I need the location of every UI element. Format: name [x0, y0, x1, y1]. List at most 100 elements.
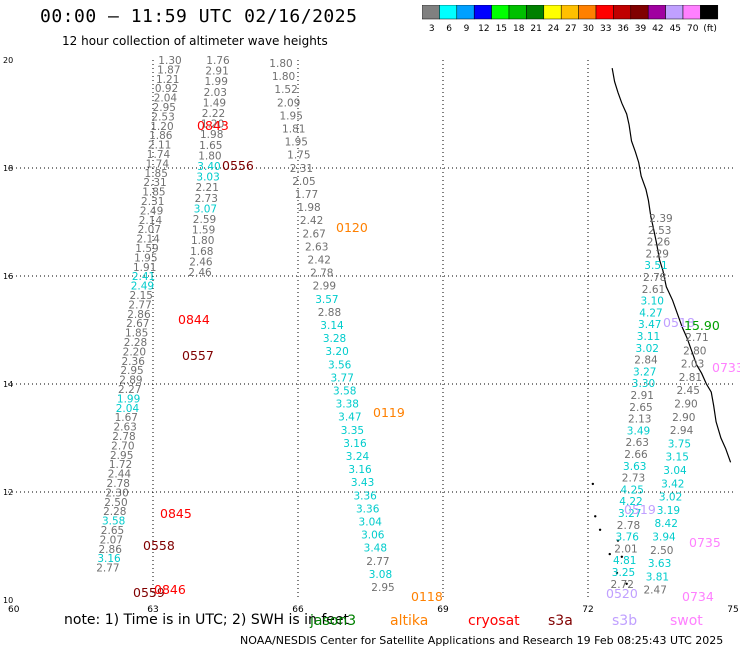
wave-height-label: 3.43 [351, 477, 374, 489]
wave-height-label: 3.04 [359, 517, 383, 529]
wave-height-label: 3.75 [668, 438, 691, 450]
wave-height-label: 3.47 [338, 412, 361, 424]
track-east-b: 2.712.802.032.812.452.902.902.943.753.15… [644, 332, 709, 597]
island-dot [625, 582, 628, 585]
wave-height-label: 3.10 [641, 296, 664, 308]
wave-height-label: 2.65 [101, 525, 124, 537]
y-tick-label: 18 [3, 164, 13, 173]
wave-height-label: 2.28 [103, 506, 126, 518]
wave-height-label: 1.77 [295, 189, 318, 201]
wave-height-label: 3.36 [356, 503, 380, 515]
wave-height-label: 2.86 [127, 309, 151, 321]
scale-swatch [700, 5, 719, 20]
wave-height-label: 3.16 [343, 438, 367, 450]
wave-height-label: 1.85 [125, 328, 148, 340]
wave-height-label: 2.95 [153, 102, 176, 114]
wave-height-label: 2.81 [679, 372, 702, 384]
wave-height-label: 2.61 [642, 284, 665, 296]
wave-height-label: 1.59 [135, 243, 158, 255]
wave-height-label: 2.03 [681, 359, 704, 371]
x-tick-label: 63 [147, 605, 158, 615]
wave-height-label: 3.16 [348, 464, 372, 476]
wave-height-label: 2.99 [313, 281, 336, 293]
wave-height-label: 3.94 [652, 532, 676, 544]
wave-height-label: 3.24 [346, 451, 370, 463]
scale-label: 45 [670, 24, 681, 34]
wave-height-label: 2.78 [617, 520, 640, 532]
wave-height-label: 1.95 [134, 252, 157, 264]
wave-height-label: 3.02 [659, 492, 682, 504]
footer-credit: NOAA/NESDIS Center for Satellite Applica… [240, 634, 724, 647]
coastline [611, 67, 732, 463]
wave-height-label: 2.42 [308, 255, 331, 267]
wave-height-label: 2.44 [108, 469, 132, 481]
wave-height-label: 2.50 [104, 497, 127, 509]
scale-label: 9 [464, 24, 470, 34]
island-dot [598, 528, 602, 531]
x-tick-label: 60 [8, 605, 20, 615]
wave-height-label: 2.03 [204, 87, 227, 99]
pass-time-label: 0558 [143, 538, 175, 553]
y-tick-label: 14 [3, 380, 13, 389]
wave-height-label: 2.65 [629, 402, 652, 414]
wave-height-label: 2.86 [99, 544, 123, 556]
wave-height-label: 3.19 [657, 505, 680, 517]
wave-height-label: 1.21 [156, 74, 179, 86]
pass-time-label: 0735 [689, 535, 721, 550]
scale-label: 12 [478, 24, 489, 34]
wave-height-label: 3.81 [646, 571, 669, 583]
wave-height-label: 2.07 [100, 534, 123, 546]
wave-height-label: 2.13 [628, 414, 651, 426]
y-tick-label: 16 [3, 272, 13, 281]
wave-height-label: 3.27 [618, 508, 641, 520]
wave-height-label: 2.29 [646, 248, 669, 260]
wave-height-label: 1.30 [158, 55, 181, 67]
wave-height-label: 4.27 [639, 307, 662, 319]
wave-height-label: 3.04 [663, 465, 687, 477]
wave-height-label: 3.56 [328, 359, 352, 371]
scale-label: 33 [600, 24, 611, 34]
wave-height-label: 2.50 [650, 545, 673, 557]
note-text: note: 1) Time is in UTC; 2) SWH is in fe… [64, 612, 349, 628]
wave-height-label: 1.74 [147, 149, 171, 161]
wave-height-label: 2.94 [670, 425, 694, 437]
wave-height-label: 4.25 [621, 484, 644, 496]
wave-height-label: 1.80 [269, 58, 292, 70]
wave-height-label: 2.90 [672, 412, 695, 424]
wave-height-label: 3.11 [637, 331, 660, 343]
scale-label: 30 [583, 24, 595, 34]
wave-height-label: 2.77 [366, 556, 389, 568]
wave-height-label: 0.92 [155, 83, 178, 95]
island-dot [616, 539, 620, 542]
scale-label: 24 [548, 24, 560, 34]
wave-height-label: 2.49 [140, 205, 163, 217]
wave-height-label: 2.45 [677, 385, 700, 397]
page-subtitle: 12 hour collection of altimeter wave hei… [62, 34, 328, 48]
wave-height-label: 3.15 [666, 452, 689, 464]
wave-height-label: 2.88 [318, 307, 341, 319]
wave-height-label: 2.30 [105, 487, 128, 499]
wave-height-label: 3.48 [364, 543, 387, 555]
wave-height-label: 2.05 [292, 176, 315, 188]
wave-height-label: 2.11 [148, 140, 171, 152]
wave-height-label: 2.31 [141, 196, 164, 208]
pass-time-label: 0844 [178, 312, 210, 327]
wave-height-label: 2.90 [674, 399, 697, 411]
track-west-a: 1.301.871.210.922.042.952.531.201.862.11… [96, 55, 181, 575]
wave-height-label: 3.07 [194, 203, 217, 215]
wave-height-label: 1.68 [190, 246, 213, 258]
page-title: 00:00 – 11:59 UTC 02/16/2025 [40, 6, 358, 27]
wave-height-label: 1.95 [280, 110, 303, 122]
y-tick-label: 12 [3, 488, 13, 497]
x-tick-label: 66 [292, 605, 304, 615]
wave-height-label: 3.38 [336, 399, 359, 411]
wave-height-label: 3.51 [644, 260, 667, 272]
wave-height-label: 1.85 [145, 168, 168, 180]
wave-height-label: 2.46 [189, 256, 213, 268]
scale-label: 6 [446, 24, 452, 34]
scale-label: 70 [687, 24, 699, 34]
wave-height-label: 2.63 [305, 241, 328, 253]
wave-height-label: 3.03 [196, 172, 219, 184]
wave-height-label: 2.91 [205, 66, 228, 78]
wave-height-label: 3.25 [612, 567, 635, 579]
